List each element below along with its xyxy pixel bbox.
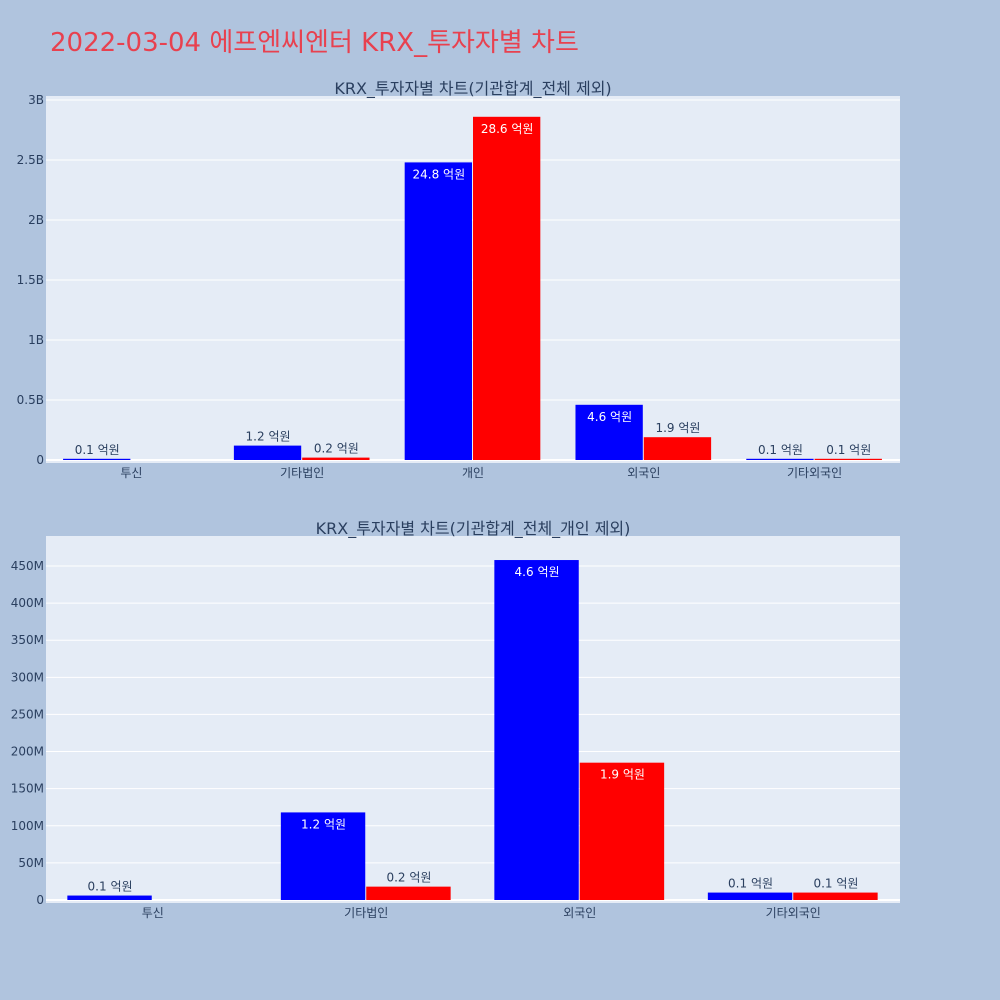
bar-value-label: 1.9 억원 — [600, 768, 645, 782]
bar — [63, 458, 131, 460]
chart-title: KRX_투자자별 차트(기관합계_전체_개인 제외) — [316, 519, 631, 539]
bar — [233, 445, 302, 460]
y-tick-label: 2B — [28, 213, 44, 227]
bar-value-label: 0.1 억원 — [758, 443, 803, 457]
bar-value-label: 0.1 억원 — [728, 877, 773, 891]
bar — [302, 457, 370, 460]
bar-value-label: 1.9 억원 — [655, 421, 700, 435]
bar — [494, 560, 579, 900]
y-tick-label: 3B — [28, 93, 44, 107]
bar-value-label: 0.1 억원 — [813, 877, 858, 891]
plot-area — [46, 536, 900, 903]
bar-value-label: 0.1 억원 — [826, 443, 871, 457]
bar — [404, 162, 472, 460]
bar — [643, 437, 712, 460]
bar-value-label: 0.2 억원 — [386, 871, 431, 885]
y-tick-label: 100M — [11, 819, 44, 833]
y-tick-label: 350M — [11, 633, 44, 647]
chart-excluding-individuals: KRX_투자자별 차트(기관합계_전체_개인 제외) 0 50M 100M 150M 20… — [11, 519, 900, 920]
page-title: 2022-03-04 에프엔씨엔터 KRX_투자자별 차트 — [50, 28, 579, 58]
bar-value-label: 4.6 억원 — [587, 410, 632, 424]
x-tick-label: 외국인 — [563, 906, 596, 920]
bar-value-label: 4.6 억원 — [515, 565, 560, 579]
bar-value-label: 0.1 억원 — [88, 880, 133, 894]
y-tick-label: 250M — [11, 707, 44, 721]
bar — [746, 458, 814, 460]
chart-all-investors: KRX_투자자별 차트(기관합계_전체 제외) 0 0.5B 1B 1.5B 2B 2.5B… — [17, 79, 900, 480]
y-tick-label: 50M — [18, 856, 44, 870]
bar-value-label: 0.2 억원 — [314, 442, 359, 456]
y-tick-label: 0 — [36, 893, 44, 907]
bar — [579, 762, 665, 900]
x-tick-label: 기타법인 — [280, 466, 324, 480]
y-tick-label: 300M — [11, 670, 44, 684]
x-tick-label: 투신 — [142, 906, 164, 920]
x-tick-label: 기타법인 — [344, 906, 388, 920]
x-tick-label: 외국인 — [627, 466, 660, 480]
bar — [575, 404, 643, 460]
bar-value-label: 28.6 억원 — [481, 122, 534, 136]
y-tick-label: 150M — [11, 782, 44, 796]
bar — [67, 895, 152, 900]
x-tick-label: 개인 — [462, 466, 484, 480]
bar — [473, 116, 541, 461]
bar — [280, 812, 366, 900]
y-tick-label: 1.5B — [17, 273, 44, 287]
y-tick-label: 0 — [36, 453, 44, 467]
chart-title: KRX_투자자별 차트(기관합계_전체 제외) — [334, 79, 611, 99]
y-tick-label: 2.5B — [17, 153, 44, 167]
bar — [793, 892, 878, 900]
x-tick-label: 투신 — [120, 466, 142, 480]
y-tick-label: 450M — [11, 559, 44, 573]
bar — [814, 458, 882, 460]
bar-value-label: 24.8 억원 — [413, 167, 466, 181]
bar-value-label: 0.1 억원 — [75, 443, 120, 457]
bar-value-label: 1.2 억원 — [246, 430, 291, 444]
bar — [366, 886, 451, 900]
y-tick-label: 1B — [28, 333, 44, 347]
y-tick-label: 0.5B — [17, 393, 44, 407]
y-tick-label: 200M — [11, 745, 44, 759]
x-tick-label: 기타외국인 — [787, 466, 842, 480]
bar — [707, 892, 793, 900]
bar-value-label: 1.2 억원 — [301, 817, 346, 831]
x-tick-label: 기타외국인 — [766, 906, 821, 920]
y-tick-label: 400M — [11, 596, 44, 610]
